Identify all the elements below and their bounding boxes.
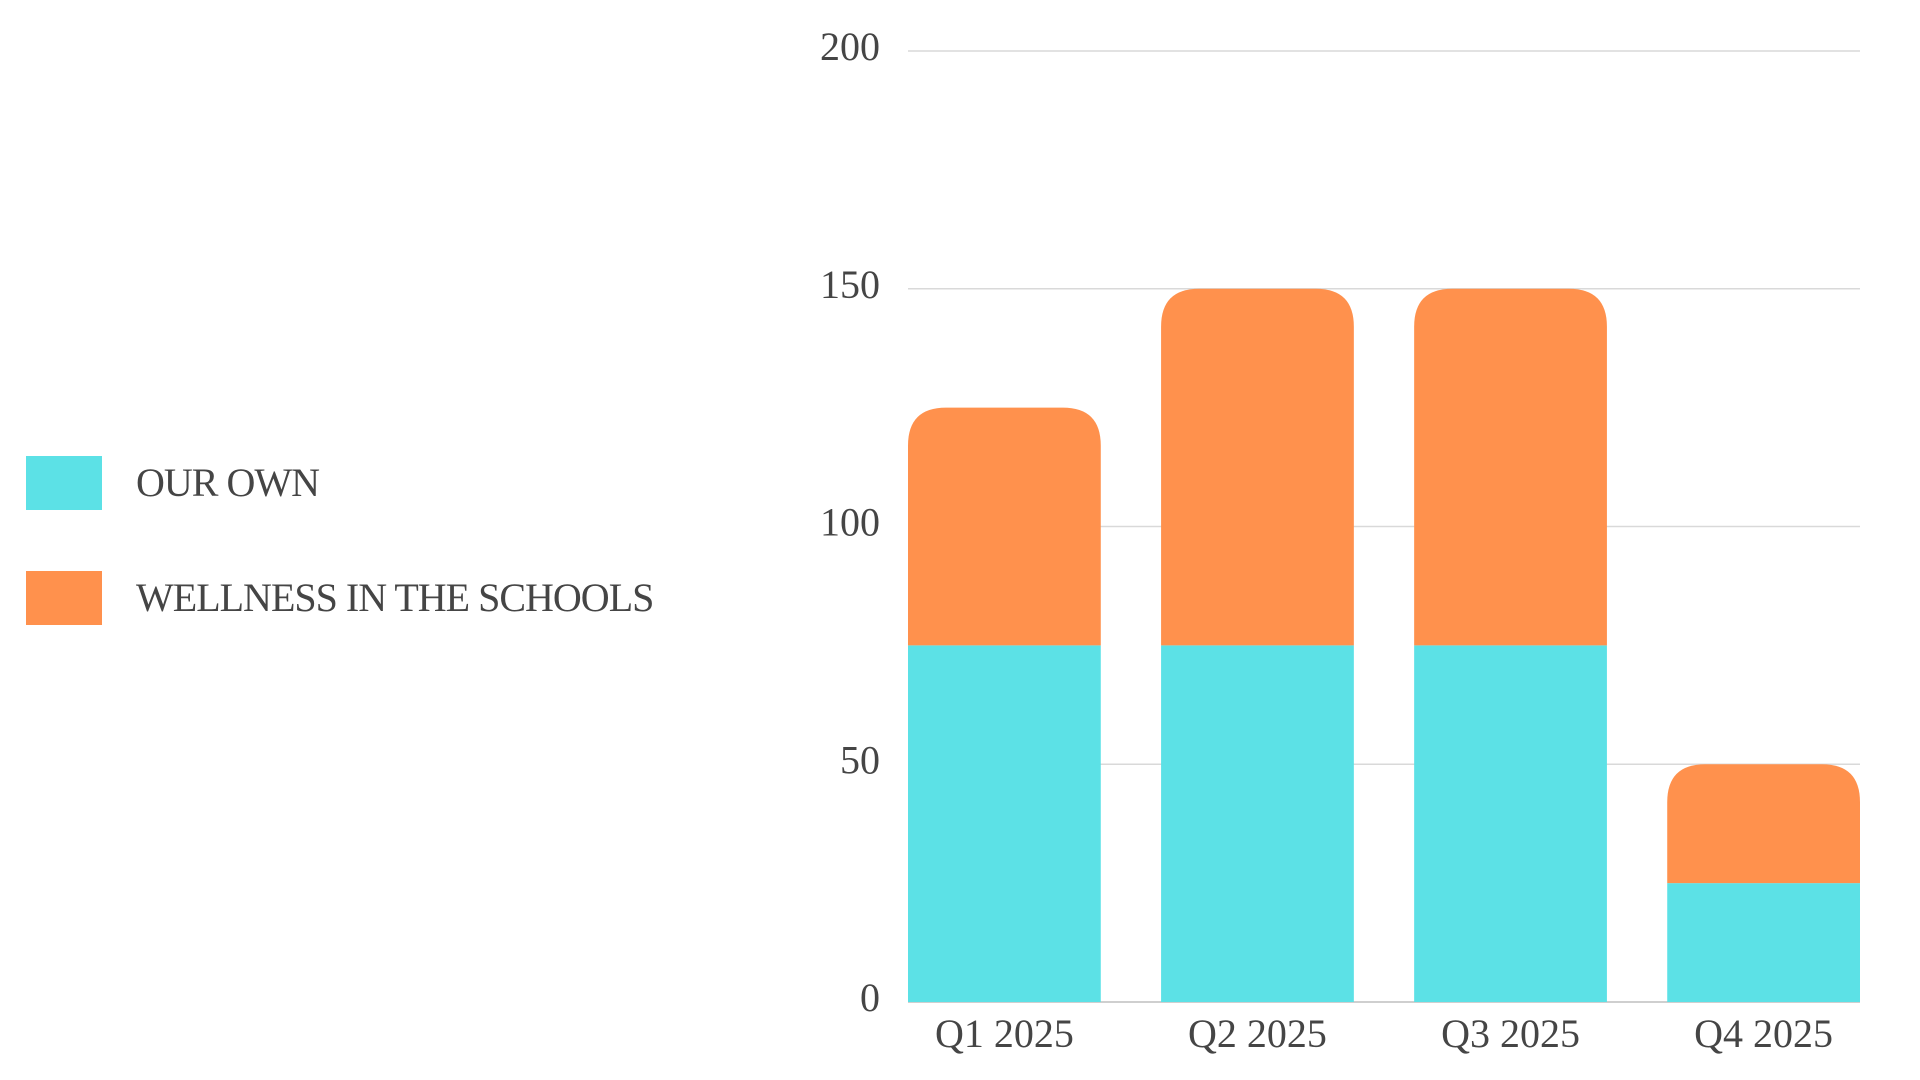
bar-segment	[1414, 645, 1607, 1002]
bar-segment	[908, 645, 1101, 1002]
legend-label: OUR OWN	[136, 460, 319, 505]
bar-segment	[1667, 764, 1860, 884]
legend-swatch	[26, 456, 102, 510]
y-tick-label: 150	[820, 262, 880, 307]
x-tick-label: Q1 2025	[935, 1011, 1074, 1056]
bar-segment	[1414, 288, 1607, 646]
y-tick-label: 200	[820, 24, 880, 69]
bar-segment	[1667, 883, 1860, 1002]
y-tick-label: 0	[860, 975, 880, 1020]
legend-label: WELLNESS IN THE SCHOOLS	[136, 575, 653, 620]
y-tick-label: 50	[840, 737, 880, 782]
x-tick-label: Q4 2025	[1694, 1011, 1833, 1056]
x-tick-label: Q3 2025	[1441, 1011, 1580, 1056]
y-tick-label: 100	[820, 500, 880, 545]
bar-segment	[908, 407, 1101, 646]
x-tick-label: Q2 2025	[1188, 1011, 1327, 1056]
bar-segment	[1161, 288, 1354, 646]
legend-swatch	[26, 571, 102, 625]
bar-segment	[1161, 645, 1354, 1002]
